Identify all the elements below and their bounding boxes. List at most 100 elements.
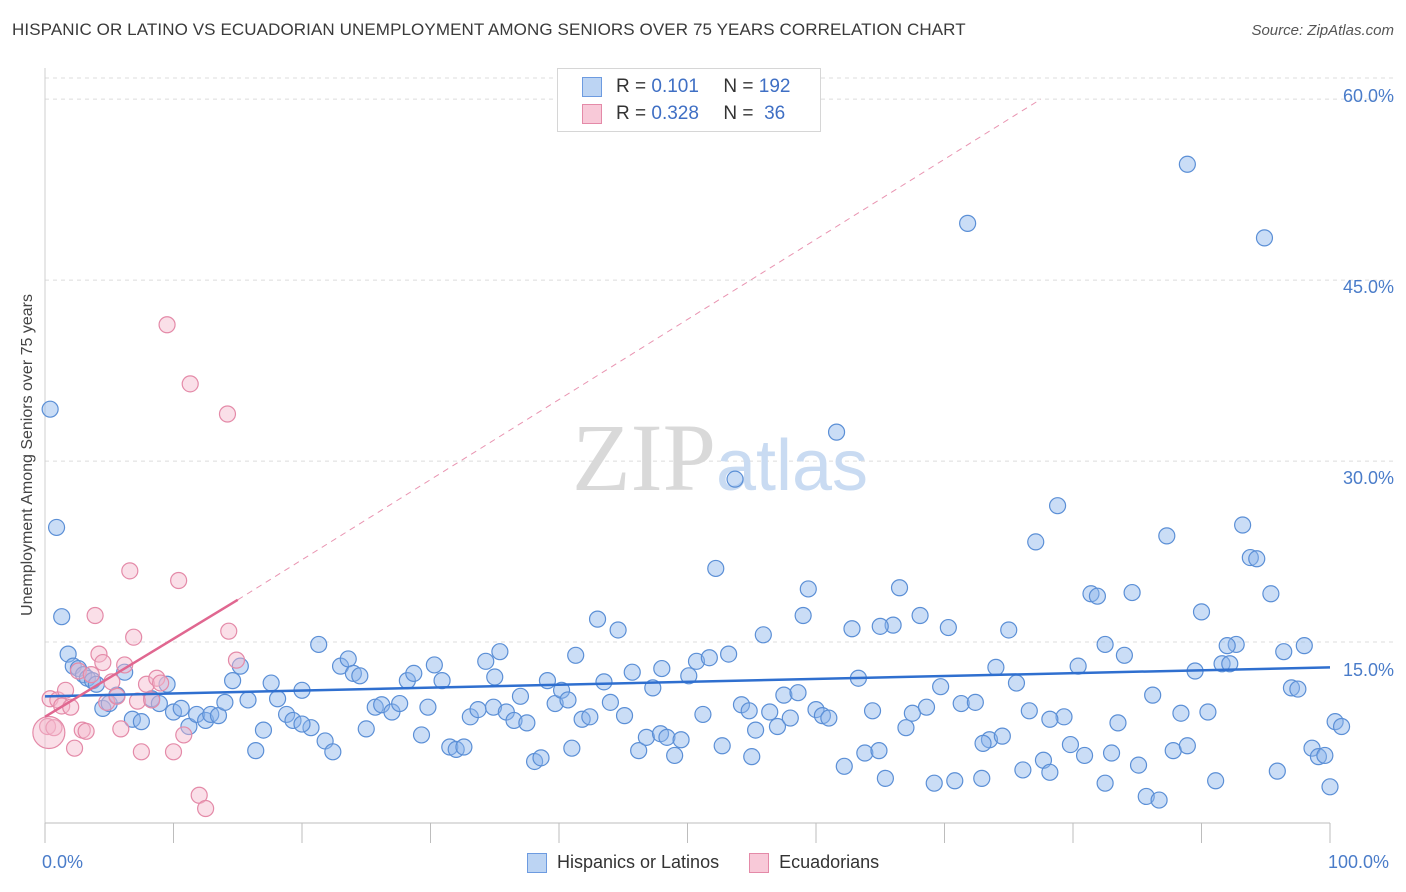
hispanic-point-58: [455, 738, 473, 756]
hispanic-point-114: [843, 620, 861, 638]
hispanic-point-94: [707, 559, 725, 578]
hispanic-point-83: [630, 742, 648, 760]
ecuadorian-point-14: [94, 653, 112, 672]
hispanic-point-194: [653, 659, 671, 678]
hispanic-point-126: [925, 774, 943, 792]
r-label: R =: [616, 76, 647, 97]
hispanic-point-143: [1041, 763, 1059, 781]
ecuadorian-point-24: [137, 675, 156, 693]
hispanic-point-27: [224, 672, 242, 690]
r-label: R =: [616, 103, 647, 124]
ecuadorian-point-5: [56, 681, 75, 699]
legend-item-hispanic[interactable]: Hispanics or Latinos: [527, 852, 719, 873]
hispanic-point-33: [268, 690, 287, 708]
hispanic-point-1: [47, 518, 66, 537]
hispanic-point-102: [761, 703, 779, 721]
hispanic-point-123: [903, 704, 921, 722]
hispanic-point-22: [188, 705, 206, 724]
hispanic-point-34: [277, 705, 296, 724]
hispanic-point-178: [1282, 679, 1301, 697]
hispanic-point-84: [637, 728, 655, 746]
hispanic-point-49: [391, 694, 409, 713]
hispanic-point-72: [552, 681, 571, 699]
hispanic-point-131: [959, 214, 977, 232]
hispanic-point-76: [581, 708, 599, 726]
hispanic-point-162: [1172, 704, 1190, 722]
hispanic-point-140: [1020, 702, 1038, 720]
hispanic-point-163: [1178, 737, 1196, 755]
hispanic-point-117: [863, 702, 882, 720]
hispanic-point-125: [917, 698, 936, 716]
y-tick-label-60: 60.0%: [1342, 86, 1394, 106]
hispanic-point-132: [966, 693, 984, 711]
n-value-hispanic: 192: [758, 76, 791, 97]
hispanic-point-146: [1061, 735, 1080, 754]
hispanic-point-53: [419, 698, 437, 716]
chart-title: HISPANIC OR LATINO VS ECUADORIAN UNEMPLO…: [12, 20, 966, 39]
hispanic-point-80: [609, 621, 627, 639]
ecuadorian-point-8: [69, 662, 88, 680]
hispanic-point-67: [518, 714, 536, 732]
ecuadorian-point-20: [121, 562, 139, 580]
hispanic-point-145: [1055, 708, 1073, 726]
hispanic-point-65: [505, 711, 523, 730]
hispanic-point-141: [1027, 533, 1045, 551]
hispanic-point-79: [601, 693, 620, 711]
hispanic-point-92: [694, 705, 712, 724]
hispanic-point-45: [357, 720, 375, 738]
hispanic-point-166: [1199, 703, 1217, 721]
trend-line-ecuadorian: [44, 598, 239, 718]
hispanic-point-153: [1109, 714, 1127, 732]
hispanic-point-97: [726, 470, 744, 488]
hispanic-point-111: [820, 709, 838, 727]
hispanic-point-38: [310, 635, 328, 654]
hispanic-point-51: [405, 664, 423, 683]
hispanic-point-21: [180, 717, 198, 736]
hispanic-point-99: [740, 702, 758, 720]
hispanic-point-90: [680, 667, 698, 685]
ecuadorian-point-7: [65, 739, 84, 757]
hispanic-point-157: [1137, 787, 1155, 806]
hispanic-point-77: [588, 610, 607, 628]
ecuadorian-point-21: [125, 628, 143, 646]
hispanic-point-118: [870, 742, 888, 760]
hispanic-point-20: [172, 699, 190, 717]
ecuadorian-point-32: [181, 375, 199, 393]
hispanic-point-30: [247, 742, 265, 760]
trend-line-hispanic: [44, 666, 1331, 698]
hispanic-point-2: [53, 608, 71, 626]
hispanic-point-172: [1241, 548, 1259, 567]
hispanic-point-74: [567, 646, 585, 664]
stats-row-ecuadorian: R = 0.328 N = 36: [582, 102, 785, 126]
ecuadorian-point-37: [227, 651, 246, 669]
hispanic-point-62: [484, 698, 503, 716]
ecuadorian-point-35: [218, 405, 237, 423]
hispanic-point-190: [1041, 710, 1059, 728]
hispanic-point-55: [433, 672, 451, 690]
hispanic-point-135: [987, 658, 1005, 676]
hispanic-point-170: [1227, 635, 1245, 654]
hispanic-point-183: [1316, 746, 1334, 765]
ecuadorian-point-0: [38, 717, 57, 736]
hispanic-point-174: [1255, 229, 1274, 247]
hispanic-point-69: [532, 749, 550, 767]
hispanic-point-35: [284, 711, 302, 730]
ecuadorian-point-17: [108, 687, 126, 705]
ecuadorian-point-11: [82, 666, 100, 684]
ecuadorian-swatch: [582, 104, 602, 124]
legend-item-ecuadorian[interactable]: Ecuadorians: [749, 852, 879, 873]
hispanic-point-156: [1129, 756, 1148, 774]
hispanic-point-40: [324, 743, 342, 761]
hispanic-point-88: [666, 746, 684, 765]
hispanic-point-116: [856, 744, 874, 762]
hispanic-point-109: [807, 700, 825, 719]
hispanic-point-152: [1102, 744, 1121, 762]
x-tick-label-1: 100.0%: [1328, 852, 1390, 872]
hispanic-point-128: [939, 618, 957, 637]
hispanic-point-155: [1123, 583, 1141, 602]
hispanic-point-63: [491, 643, 509, 661]
hispanic-point-129: [946, 772, 964, 790]
legend-label-ecuadorian: Ecuadorians: [779, 852, 880, 872]
r-value-hispanic: 0.101: [651, 76, 699, 97]
